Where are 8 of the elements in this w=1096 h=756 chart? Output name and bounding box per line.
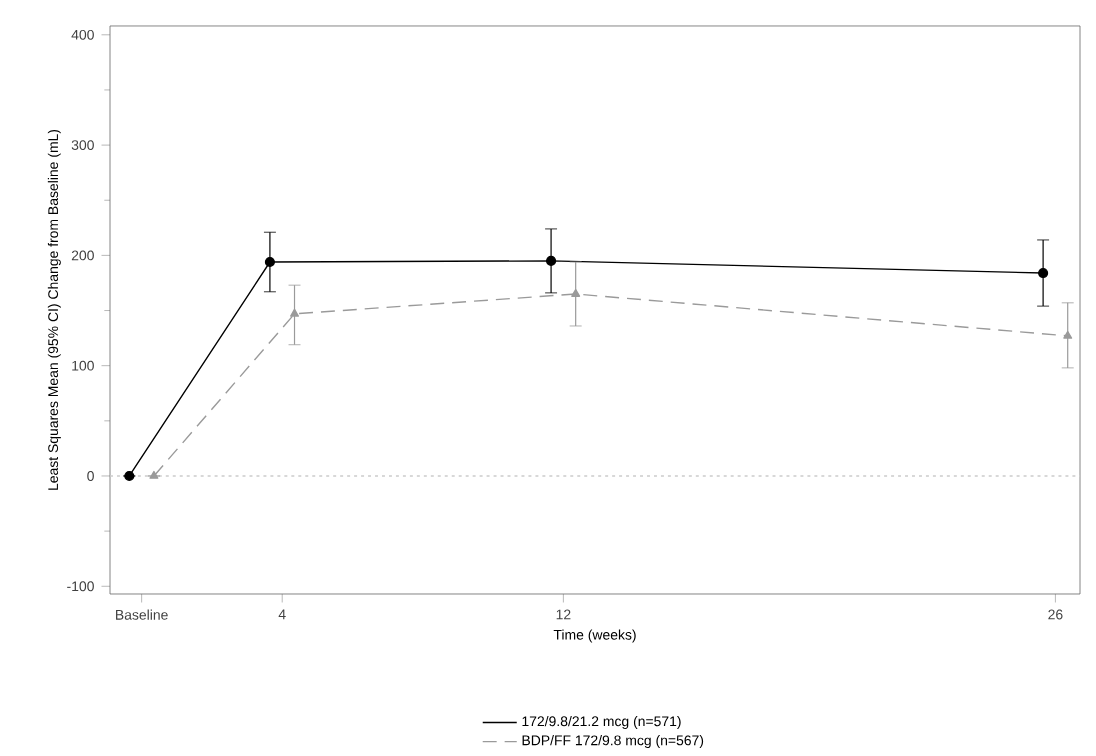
point — [149, 470, 159, 479]
point — [1038, 267, 1049, 279]
point — [264, 256, 275, 268]
point — [571, 288, 581, 297]
point — [1063, 330, 1073, 339]
point — [124, 470, 135, 482]
point — [290, 308, 300, 317]
point — [546, 255, 557, 266]
